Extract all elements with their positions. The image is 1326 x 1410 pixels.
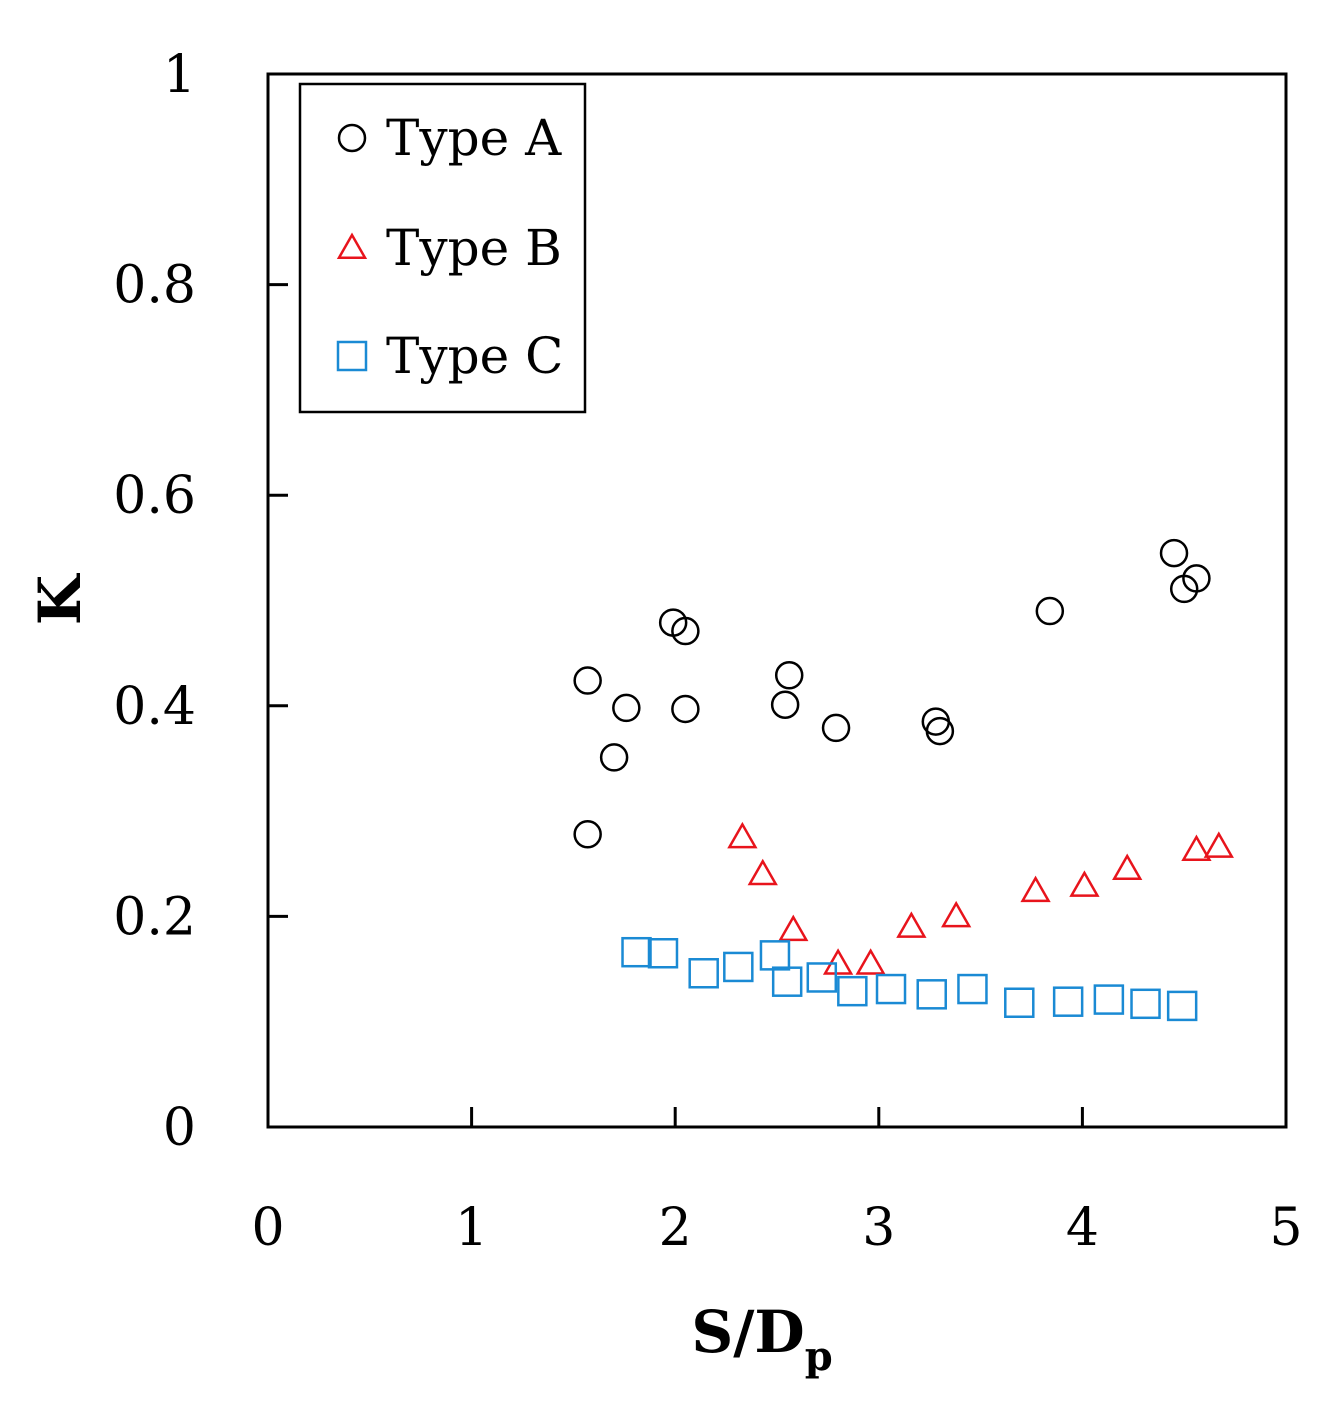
- type-a-data-point: [821, 713, 851, 743]
- type-b-data-point: [1181, 834, 1212, 862]
- y-tick-label: 0.8: [113, 256, 196, 316]
- y-tick-label: 0.4: [113, 677, 196, 737]
- x-tick-label: 1: [455, 1198, 488, 1258]
- legend-type-c-marker: [336, 340, 368, 372]
- type-a-data-point: [599, 743, 629, 772]
- type-a-data-point: [774, 661, 804, 690]
- type-b-data-point: [1112, 853, 1143, 881]
- type-b-data-point: [822, 948, 854, 975]
- legend-type-b-label: Type B: [386, 219, 562, 277]
- x-tick-label: 0: [251, 1198, 284, 1258]
- type-b-data-point: [747, 858, 778, 886]
- type-c-data-point: [688, 958, 719, 989]
- legend-type-c-label: Type C: [386, 327, 563, 385]
- y-tick-label: 1: [163, 45, 196, 105]
- type-a-data-point: [573, 820, 602, 849]
- type-c-data-point: [647, 938, 679, 969]
- type-c-data-point: [916, 979, 947, 1010]
- type-a-data-point: [671, 616, 700, 646]
- type-a-data-point: [1159, 538, 1189, 568]
- type-c-data-point: [621, 936, 652, 968]
- type-c-data-point: [875, 973, 907, 1005]
- y-tick-label: 0: [163, 1098, 196, 1158]
- type-c-data-point: [759, 940, 791, 971]
- type-b-data-point: [941, 900, 972, 928]
- type-a-data-point: [612, 693, 641, 723]
- type-a-data-point: [1182, 564, 1211, 593]
- y-axis-title: K: [26, 572, 94, 625]
- type-b-data-point: [896, 911, 927, 938]
- type-c-data-point: [1130, 988, 1161, 1020]
- type-b-data-point: [1069, 870, 1100, 897]
- x-axis-title: S/Dp: [691, 1298, 832, 1380]
- x-tick-label: 2: [659, 1198, 692, 1258]
- type-c-data-point: [806, 962, 838, 993]
- plot-frame: [266, 72, 1288, 1129]
- y-tick-label: 0.2: [113, 887, 196, 947]
- x-tick-label: 4: [1066, 1198, 1099, 1258]
- type-c-data-point: [1093, 984, 1125, 1015]
- legend-type-a-marker: [337, 123, 367, 153]
- x-tick-label: 5: [1269, 1198, 1302, 1258]
- type-b-data-point: [778, 914, 809, 942]
- legend-box: [298, 82, 587, 414]
- type-a-data-point: [671, 694, 700, 724]
- type-b-data-point: [1203, 831, 1234, 858]
- x-axis-title-main: S/D: [691, 1298, 804, 1366]
- x-tick-label: 3: [862, 1198, 895, 1258]
- type-a-data-point: [1035, 596, 1065, 626]
- type-a-data-point: [925, 716, 955, 746]
- type-c-data-point: [771, 966, 803, 997]
- type-c-data-point: [1166, 990, 1198, 1022]
- type-b-data-point: [727, 821, 758, 849]
- type-a-data-point: [770, 690, 800, 719]
- type-b-data-point: [1020, 875, 1051, 903]
- type-a-data-point: [573, 666, 602, 695]
- type-c-data-point: [837, 975, 868, 1007]
- legend-type-b-marker: [336, 232, 368, 259]
- y-tick-label: 0.6: [113, 466, 196, 526]
- type-c-data-point: [723, 951, 754, 983]
- type-c-data-point: [957, 973, 988, 1005]
- type-c-data-point: [1052, 986, 1084, 1017]
- legend-type-a-label: Type A: [386, 109, 562, 167]
- type-b-data-point: [855, 948, 886, 975]
- type-c-data-point: [1004, 987, 1035, 1018]
- x-axis-title-subscript: p: [805, 1333, 833, 1380]
